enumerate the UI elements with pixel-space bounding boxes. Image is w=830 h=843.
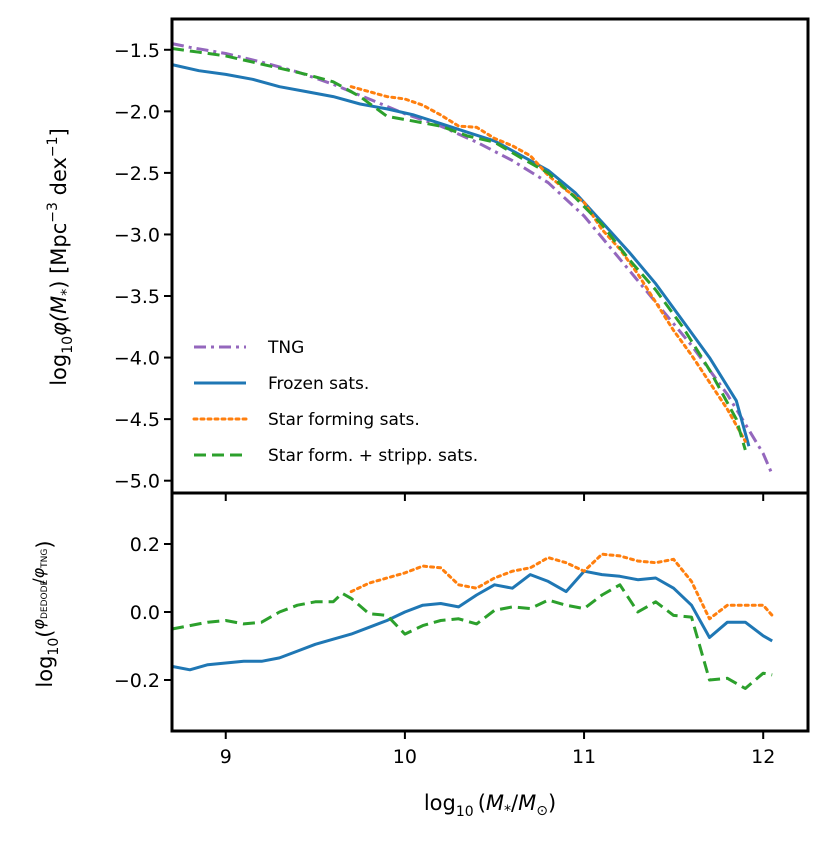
ratio-x-tick-label: 9 — [220, 746, 232, 768]
ratio-x-tick-label: 12 — [751, 746, 775, 768]
legend-label-star-form-stripp-sats: Star form. + stripp. sats. — [268, 446, 478, 466]
legend-label-star-forming-sats: Star forming sats. — [268, 410, 420, 430]
ratio-y-axis-label: log10(φDEDODE/φTNG) — [29, 540, 62, 687]
ratio-panel: 0.2 0.0 −0.2 9 10 11 12 log10(φDEDODE/φTNG) lo… — [29, 491, 810, 820]
ratio-y-tick-label: 0.2 — [130, 534, 160, 556]
main-series-star-form-stripp-sats — [171, 47, 747, 451]
main-y-tick-label: −4.0 — [114, 348, 160, 370]
main-y-tick-label: −3.5 — [114, 286, 160, 308]
main-series-layer — [171, 42, 774, 476]
legend-label-tng: TNG — [267, 338, 304, 358]
ratio-series-star-form-stripp-sats — [171, 583, 773, 690]
ratio-x-tick-label: 11 — [572, 746, 596, 768]
main-y-tick-label: −4.5 — [114, 409, 160, 431]
main-series-frozen-sats — [171, 63, 751, 447]
ratio-y-tick-label: 0.0 — [130, 602, 160, 624]
main-y-tick-label: −1.5 — [114, 40, 160, 62]
main-y-tick-label: −2.5 — [114, 163, 160, 185]
main-y-tick-label: −3.0 — [114, 224, 160, 246]
main-axis-ticks: −1.5 −2.0 −2.5 −3.0 −3.5 −4.0 −4.5 −5.0 — [114, 40, 765, 501]
main-y-tick-label: −2.0 — [114, 101, 160, 123]
ratio-series-layer — [171, 552, 774, 690]
ratio-axis-ticks: 0.2 0.0 −0.2 9 10 11 12 — [114, 534, 775, 768]
x-axis-label: log10 (M*/M⊙) — [424, 791, 556, 820]
ratio-plot-frame — [170, 491, 810, 733]
legend-label-frozen-sats: Frozen sats. — [268, 374, 369, 394]
ratio-series-frozen-sats — [171, 569, 773, 672]
ratio-x-tick-label: 10 — [393, 746, 417, 768]
main-panel: −1.5 −2.0 −2.5 −3.0 −3.5 −4.0 −4.5 −5.0 log10φ(… — [45, 17, 810, 501]
ratio-series-star-forming-sats — [349, 552, 774, 621]
main-series-tng — [171, 42, 774, 476]
main-y-axis-label: log10φ(M*) [Mpc−3 dex−1] — [45, 128, 76, 386]
main-y-tick-label: −5.0 — [114, 471, 160, 493]
ratio-y-tick-label: −0.2 — [114, 670, 160, 692]
legend: TNG Frozen sats. Star forming sats. Star fo… — [192, 338, 478, 466]
main-series-star-forming-sats — [349, 85, 747, 443]
